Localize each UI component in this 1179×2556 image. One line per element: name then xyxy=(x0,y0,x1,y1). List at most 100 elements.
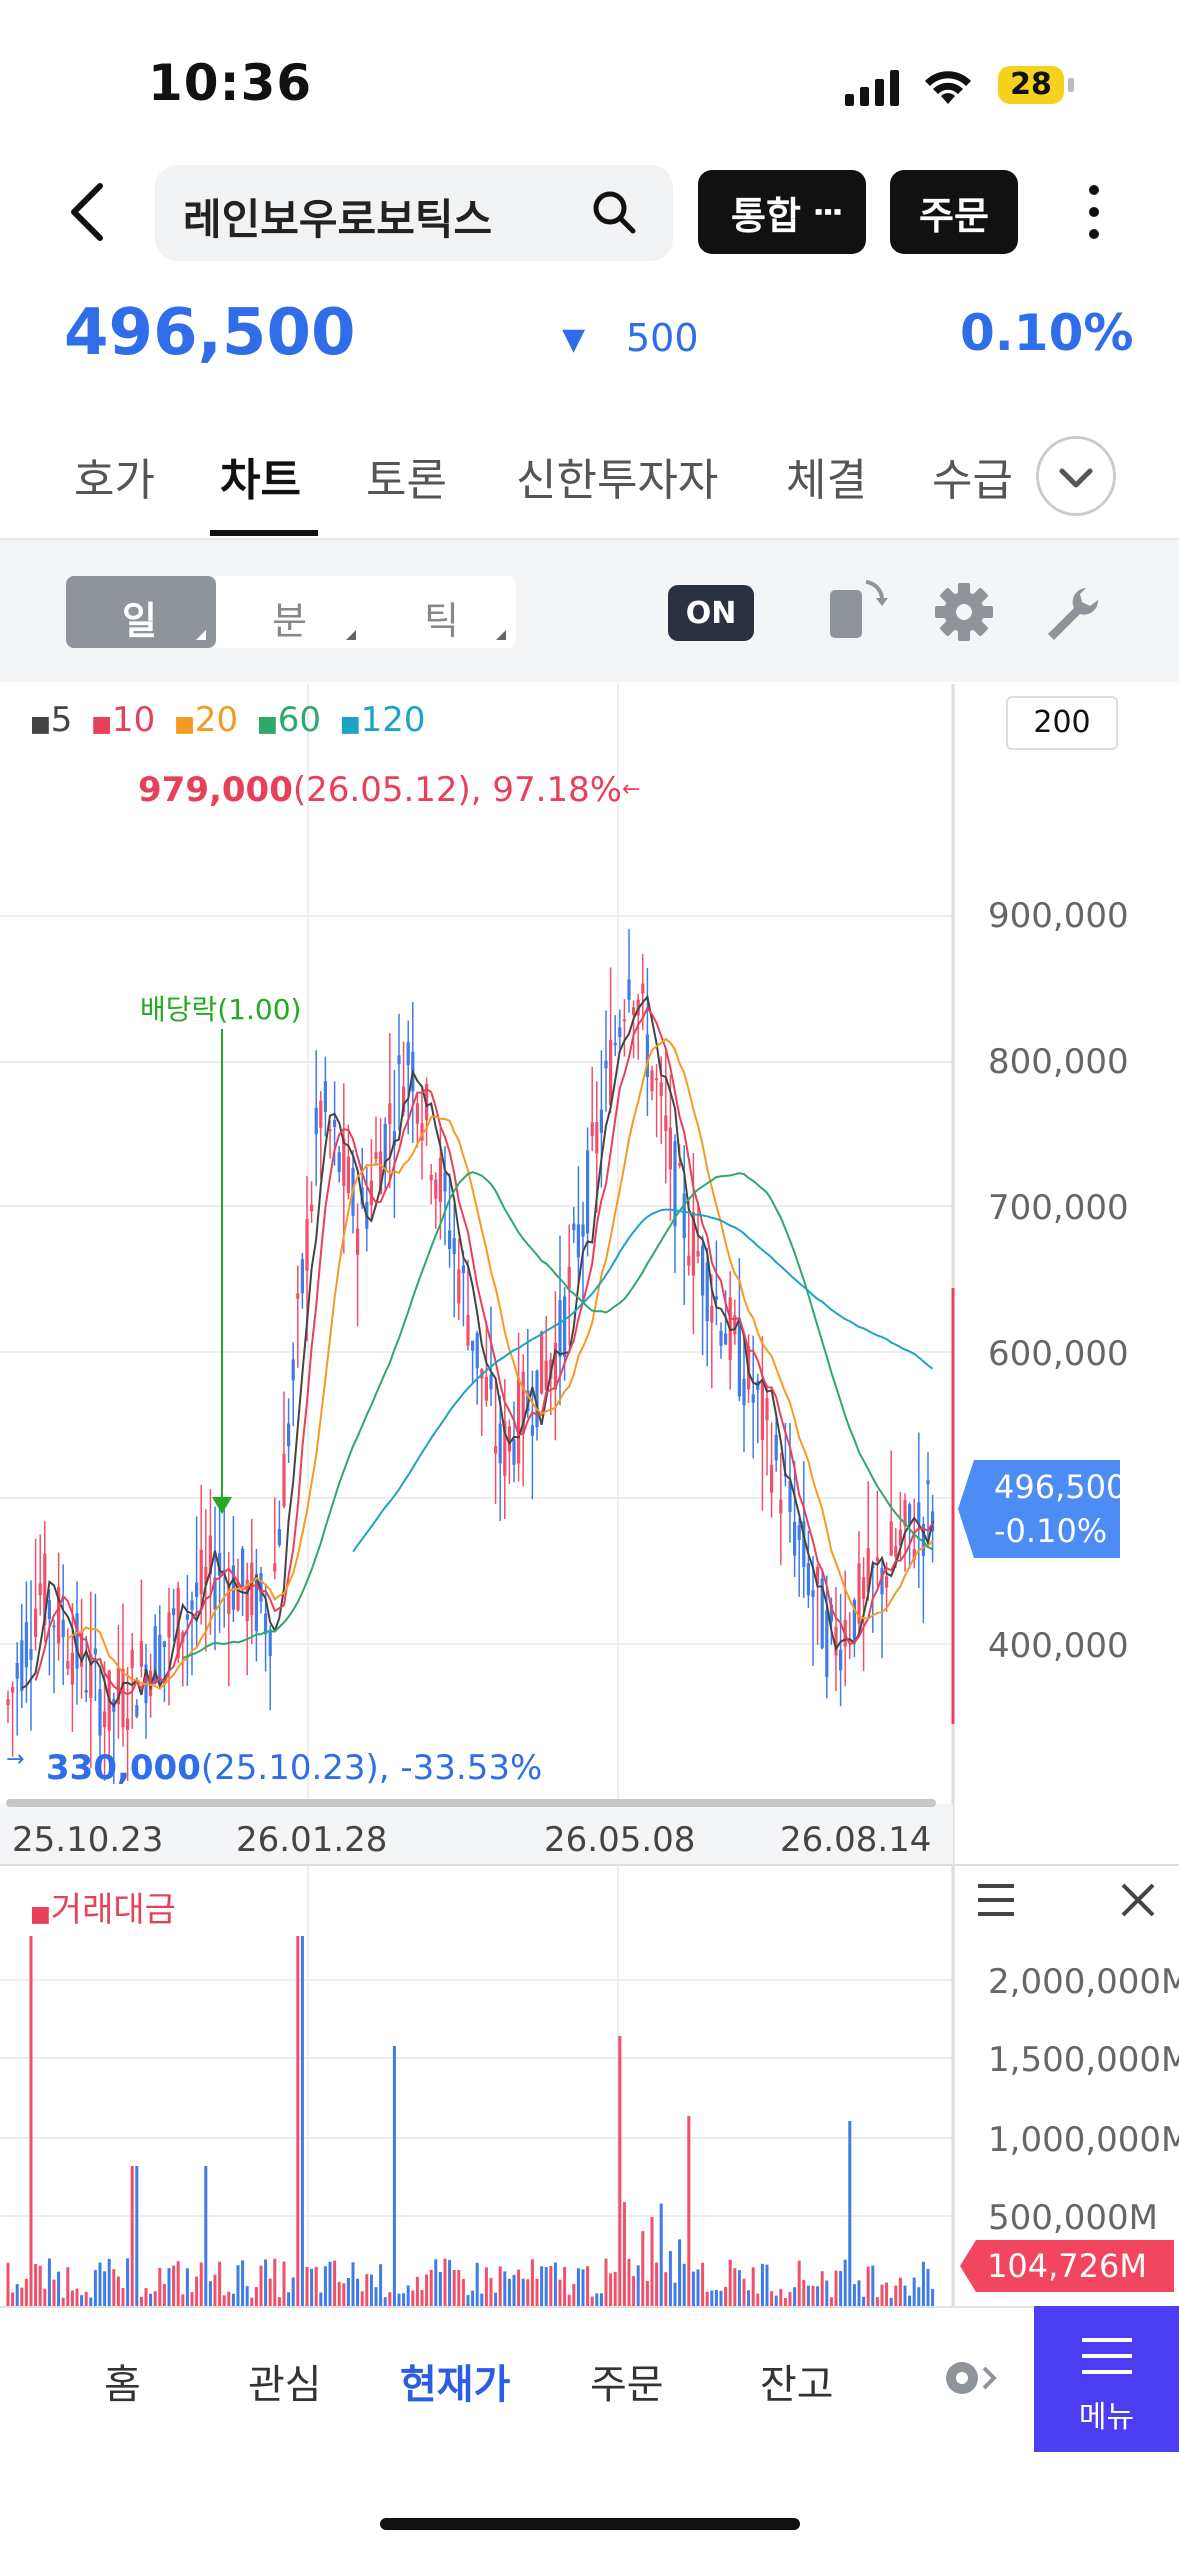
volume-bar-167 xyxy=(774,2295,778,2306)
candle-body-95 xyxy=(443,1172,447,1192)
tab-trades[interactable]: 체결 xyxy=(786,455,867,506)
close-icon[interactable] xyxy=(1120,1882,1156,1918)
segment-corner-marks xyxy=(196,630,506,640)
candle-body-150 xyxy=(696,1250,700,1257)
y-tick-700k: 700,000 xyxy=(988,1188,1129,1228)
volume-bar-109 xyxy=(507,2278,511,2306)
x-tick-4: 26.08.14 xyxy=(780,1820,932,1860)
wrench-icon[interactable] xyxy=(1042,582,1102,642)
volume-bar-148 xyxy=(687,2116,691,2306)
volume-chart[interactable] xyxy=(0,1866,1179,2306)
volume-bar-156 xyxy=(724,2286,728,2306)
nav-watchlist[interactable]: 관심 xyxy=(248,2362,322,2408)
nav-current-price[interactable]: 현재가 xyxy=(400,2362,511,2408)
search-icon[interactable] xyxy=(590,188,638,236)
candle-body-6 xyxy=(34,1608,38,1637)
x-tick-3: 26.05.08 xyxy=(544,1820,696,1860)
hamburger-icon[interactable] xyxy=(976,1882,1016,1918)
chart-scrollbar[interactable] xyxy=(6,1799,936,1807)
back-icon[interactable] xyxy=(64,180,108,244)
volume-bar-72 xyxy=(337,2281,341,2306)
candle-body-105 xyxy=(489,1374,493,1390)
menu-button[interactable]: 메뉴 xyxy=(1034,2306,1179,2452)
volume-bar-125 xyxy=(581,2269,585,2306)
volume-bar-75 xyxy=(351,2262,355,2306)
period-minute[interactable]: 분 xyxy=(272,599,307,643)
nav-home[interactable]: 홈 xyxy=(104,2362,141,2408)
period-tick[interactable]: 틱 xyxy=(424,599,459,643)
volume-bar-43 xyxy=(204,2166,208,2306)
more-vertical-icon[interactable] xyxy=(1080,180,1108,244)
tabs-expand-button[interactable] xyxy=(1036,436,1116,516)
battery-tip xyxy=(1068,78,1074,92)
tab-discussion[interactable]: 토론 xyxy=(366,455,447,506)
volume-bar-56 xyxy=(264,2259,268,2306)
search-box[interactable] xyxy=(155,165,673,261)
volume-bar-164 xyxy=(760,2263,764,2306)
volume-bar-175 xyxy=(811,2285,815,2306)
menu-icon xyxy=(1082,2338,1132,2374)
candle-body-28 xyxy=(135,1705,139,1717)
volume-bar-58 xyxy=(273,2258,277,2306)
tab-shinhan-investor[interactable]: 신한투자자 xyxy=(516,455,719,506)
volume-bar-115 xyxy=(535,2278,539,2306)
order-button[interactable]: 주문 xyxy=(890,170,1018,254)
volume-bar-40 xyxy=(190,2292,194,2306)
dividend-marker-arrow xyxy=(212,1497,232,1514)
candle-body-180 xyxy=(834,1626,838,1656)
tab-supply[interactable]: 수급 xyxy=(932,455,1013,506)
candle-body-97 xyxy=(452,1238,456,1255)
candle-body-173 xyxy=(802,1521,806,1568)
rotate-screen-icon[interactable] xyxy=(826,576,890,642)
nav-balance[interactable]: 잔고 xyxy=(760,2362,834,2408)
nav-settings-more-icon[interactable] xyxy=(940,2356,1002,2400)
candle-body-76 xyxy=(356,1228,360,1255)
volume-bar-42 xyxy=(199,2262,203,2306)
volume-bar-138 xyxy=(641,2231,645,2306)
candle-body-176 xyxy=(816,1566,820,1585)
settings-gear-icon[interactable] xyxy=(934,582,994,642)
price-chart[interactable]: ← → xyxy=(0,684,1179,1864)
volume-bar-155 xyxy=(719,2290,723,2306)
volume-bar-171 xyxy=(793,2287,797,2306)
candle-count-box[interactable]: 200 xyxy=(1006,696,1118,750)
candle-body-131 xyxy=(609,1039,613,1106)
candle-body-135 xyxy=(627,979,631,1000)
integrated-button[interactable]: 통합 ⋮ xyxy=(698,170,866,254)
candle-body-123 xyxy=(572,1223,576,1231)
candle-body-21 xyxy=(103,1711,107,1728)
period-day[interactable]: 일 xyxy=(122,599,157,643)
candle-body-158 xyxy=(733,1315,737,1335)
candle-body-108 xyxy=(503,1420,507,1476)
volume-bar-185 xyxy=(857,2280,861,2306)
candle-body-154 xyxy=(714,1296,718,1300)
volume-bar-64 xyxy=(300,1936,304,2306)
volume-bar-107 xyxy=(498,2266,502,2306)
period-day-selected[interactable] xyxy=(66,576,216,648)
candle-body-139 xyxy=(645,1034,649,1078)
candle-body-89 xyxy=(415,1103,419,1124)
volume-bar-111 xyxy=(517,2269,521,2306)
on-toggle[interactable]: ON xyxy=(668,585,754,641)
volume-bar-116 xyxy=(540,2266,544,2306)
x-axis-band xyxy=(0,1804,953,1864)
volume-bar-37 xyxy=(176,2261,180,2306)
volume-bar-0 xyxy=(6,2262,10,2306)
legend-ma60: ■60 xyxy=(257,700,322,740)
ma-line-120 xyxy=(352,1208,934,1553)
tab-chart[interactable]: 차트 xyxy=(220,455,301,506)
stock-name[interactable]: 레인보우로보틱스 xyxy=(183,195,493,244)
volume-bar-7 xyxy=(38,2265,42,2306)
volume-bar-12 xyxy=(61,2297,65,2306)
volume-bar-158 xyxy=(733,2268,737,2306)
candle-body-85 xyxy=(397,1055,401,1064)
volume-bar-93 xyxy=(434,2259,438,2306)
candle-body-33 xyxy=(158,1634,162,1682)
tab-hoga[interactable]: 호가 xyxy=(74,455,155,506)
current-box-change: -0.10% xyxy=(994,1512,1108,1550)
volume-bar-57 xyxy=(268,2278,272,2306)
volume-bar-18 xyxy=(89,2297,93,2306)
volume-bar-168 xyxy=(779,2289,783,2306)
candle-body-160 xyxy=(742,1378,746,1406)
nav-order[interactable]: 주문 xyxy=(590,2362,664,2408)
